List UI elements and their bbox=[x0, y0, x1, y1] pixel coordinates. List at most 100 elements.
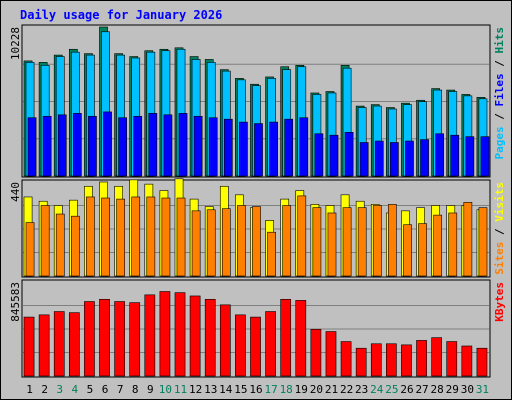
kbytes-bar-31 bbox=[476, 347, 488, 377]
pages-bar-27 bbox=[420, 139, 429, 177]
x-label-day-4: 4 bbox=[72, 383, 79, 396]
sites-bar-25 bbox=[388, 204, 397, 277]
pages-bar-19 bbox=[299, 117, 309, 177]
kbytes-bar-13 bbox=[204, 298, 216, 377]
pages-bar-1 bbox=[27, 117, 37, 177]
x-label-day-10: 10 bbox=[159, 383, 172, 396]
kbytes-bar-4 bbox=[68, 312, 80, 377]
visits-sites-legend: Sites / Visits bbox=[493, 182, 506, 275]
kbytes-bar-19 bbox=[295, 300, 307, 377]
legend-kbytes: KBytes bbox=[493, 282, 506, 322]
kbytes-bar-27 bbox=[416, 340, 427, 377]
kbytes-bar-26 bbox=[401, 344, 412, 377]
pages-bar-17 bbox=[269, 121, 278, 177]
pages-bar-12 bbox=[193, 115, 203, 177]
x-label-day-21: 21 bbox=[325, 383, 338, 396]
pages-bar-8 bbox=[133, 115, 143, 177]
series-sites bbox=[25, 195, 488, 277]
kbytes-bar-12 bbox=[189, 295, 201, 377]
kbytes-bar-30 bbox=[461, 345, 473, 377]
x-label-day-22: 22 bbox=[340, 383, 353, 396]
pages-bar-15 bbox=[239, 121, 248, 177]
sites-bar-1 bbox=[25, 222, 35, 277]
x-label-day-6: 6 bbox=[102, 383, 109, 396]
kbytes-legend: KBytes bbox=[493, 282, 506, 322]
kbytes-bar-29 bbox=[446, 341, 458, 377]
sites-bar-5 bbox=[86, 196, 95, 277]
pages-bar-23 bbox=[359, 142, 369, 177]
pages-bar-18 bbox=[284, 118, 294, 177]
kbytes-bar-9 bbox=[144, 294, 156, 377]
sites-bar-19 bbox=[297, 195, 307, 277]
pages-bar-6 bbox=[103, 111, 112, 177]
sites-bar-17 bbox=[267, 231, 276, 277]
pages-bar-20 bbox=[314, 133, 324, 177]
sites-bar-21 bbox=[327, 212, 337, 277]
sites-bar-4 bbox=[70, 215, 80, 277]
sites-bar-15 bbox=[237, 205, 246, 277]
legend-visits: Visits bbox=[493, 182, 506, 222]
x-label-day-17: 17 bbox=[264, 383, 277, 396]
x-label-day-26: 26 bbox=[400, 383, 413, 396]
legend-hits: Hits bbox=[493, 27, 506, 54]
hits-files-pages-legend-separator: / bbox=[493, 107, 506, 127]
legend-pages: Pages bbox=[493, 126, 506, 159]
x-label-day-25: 25 bbox=[385, 383, 398, 396]
x-label-day-9: 9 bbox=[147, 383, 154, 396]
pages-bar-2 bbox=[42, 115, 52, 177]
kbytes-bar-8 bbox=[129, 302, 141, 377]
pages-bar-24 bbox=[374, 140, 384, 177]
sites-bar-6 bbox=[101, 197, 110, 277]
x-axis-labels: 1 2 3 4 5 6 7 8 9 10 11 12 13 14 15 16 17 18 19 20 21 22 23 24 2… bbox=[26, 383, 489, 396]
sites-bar-7 bbox=[116, 198, 125, 277]
pages-bar-31 bbox=[480, 136, 490, 177]
pages-bar-11 bbox=[178, 113, 188, 177]
sites-bar-30 bbox=[463, 201, 473, 277]
pages-bar-13 bbox=[208, 117, 218, 177]
x-label-day-2: 2 bbox=[41, 383, 48, 396]
pages-bar-26 bbox=[405, 140, 414, 177]
kbytes-bar-21 bbox=[325, 331, 337, 377]
x-label-day-15: 15 bbox=[234, 383, 247, 396]
hits-files-pages-legend-separator: / bbox=[493, 54, 506, 74]
x-label-day-19: 19 bbox=[295, 383, 308, 396]
x-label-day-16: 16 bbox=[249, 383, 262, 396]
sites-bar-9 bbox=[146, 196, 156, 277]
sites-bar-13 bbox=[206, 209, 216, 277]
sites-bar-22 bbox=[342, 207, 352, 277]
x-label-day-28: 28 bbox=[431, 383, 444, 396]
pages-bar-22 bbox=[344, 131, 354, 177]
kbytes-bar-20 bbox=[310, 329, 322, 377]
sites-bar-29 bbox=[448, 212, 458, 277]
pages-bar-30 bbox=[465, 136, 475, 177]
kbytes-bar-3 bbox=[53, 311, 65, 377]
visits-sites-max-label: 440 bbox=[9, 182, 22, 202]
chart-title: Daily usage for January 2026 bbox=[20, 8, 222, 22]
hits-files-pages-legend: Pages / Files / Hits bbox=[493, 27, 506, 160]
sites-bar-12 bbox=[191, 210, 201, 277]
sites-bar-16 bbox=[252, 206, 261, 277]
kbytes-bar-25 bbox=[386, 343, 397, 377]
x-label-day-31: 31 bbox=[476, 383, 489, 396]
x-label-day-18: 18 bbox=[280, 383, 293, 396]
sites-bar-2 bbox=[40, 205, 50, 277]
sites-bar-28 bbox=[433, 214, 443, 277]
pages-bar-10 bbox=[163, 114, 173, 177]
legend-files: Files bbox=[493, 73, 506, 106]
x-label-day-30: 30 bbox=[461, 383, 474, 396]
sites-bar-27 bbox=[418, 223, 427, 277]
kbytes-bar-2 bbox=[38, 314, 50, 377]
x-label-day-7: 7 bbox=[117, 383, 124, 396]
pages-bar-28 bbox=[435, 133, 445, 177]
x-label-day-24: 24 bbox=[370, 383, 384, 396]
x-label-day-12: 12 bbox=[189, 383, 202, 396]
x-label-day-11: 11 bbox=[174, 383, 187, 396]
pages-bar-5 bbox=[88, 115, 97, 177]
pages-bar-4 bbox=[72, 113, 82, 177]
sites-bar-24 bbox=[372, 205, 382, 277]
kbytes-bar-16 bbox=[250, 316, 261, 377]
sites-bar-8 bbox=[131, 196, 141, 277]
pages-bar-9 bbox=[148, 113, 158, 177]
pages-bar-16 bbox=[254, 123, 263, 177]
x-label-day-13: 13 bbox=[204, 383, 217, 396]
